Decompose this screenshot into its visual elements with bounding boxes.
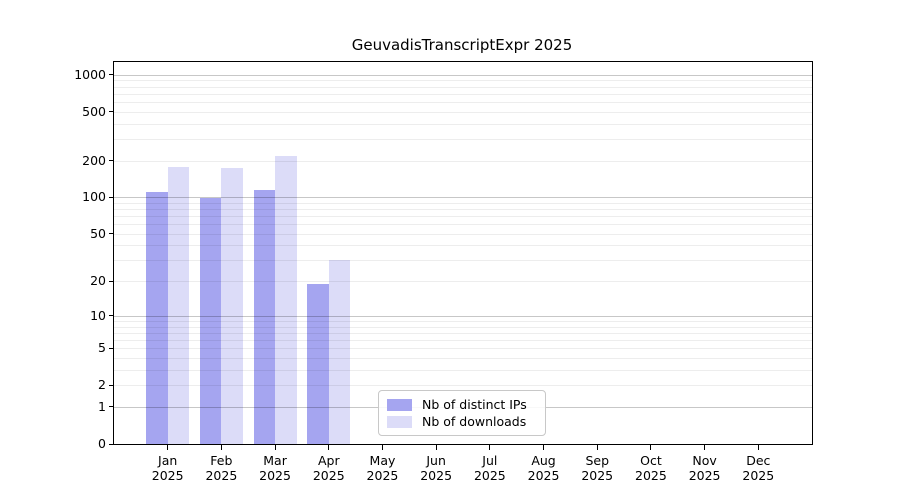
legend-label-distinct-ips: Nb of distinct IPs [422, 397, 527, 412]
x-tick-label-jun: Jun 2025 [420, 453, 453, 483]
gridline-minor-500 [114, 111, 812, 113]
x-tick-apr [328, 445, 330, 450]
x-tick-label-nov: Nov 2025 [688, 453, 721, 483]
y-tick-label-5: 5 [98, 340, 106, 356]
legend-swatch-downloads [387, 415, 412, 428]
x-tick-aug [543, 445, 545, 450]
bar-downloads-mar [275, 155, 297, 444]
gridline-minor-800 [114, 86, 812, 88]
y-tick-label-1000: 1000 [74, 66, 106, 82]
x-tick-dec [757, 445, 759, 450]
bar-distinct-ips-feb [199, 197, 222, 444]
y-tick-label-1: 1 [98, 398, 106, 414]
x-tick-label-apr: Apr 2025 [312, 453, 345, 483]
x-tick-label-jan: Jan 2025 [151, 453, 184, 483]
y-tick-label-200: 200 [82, 152, 106, 168]
legend-item-distinct-ips: Nb of distinct IPs [387, 396, 539, 413]
x-tick-oct [650, 445, 652, 450]
y-tick-label-20: 20 [90, 273, 106, 289]
x-tick-feb [220, 445, 222, 450]
gridline-minor-900 [114, 80, 812, 82]
y-tick-100 [109, 196, 114, 198]
x-tick-mar [274, 445, 276, 450]
y-tick-1000 [109, 74, 114, 76]
gridline-minor-600 [114, 101, 812, 103]
y-tick-20 [109, 280, 114, 282]
gridline-minor-200 [114, 160, 812, 162]
y-tick-0 [109, 443, 114, 445]
x-tick-nov [704, 445, 706, 450]
y-tick-label-100: 100 [82, 189, 106, 205]
y-tick-label-10: 10 [90, 307, 106, 323]
x-tick-sep [596, 445, 598, 450]
gridline-minor-400 [114, 123, 812, 125]
gridline-minor-300 [114, 138, 812, 140]
bar-distinct-ips-jan [146, 191, 168, 444]
x-tick-jun [435, 445, 437, 450]
x-tick-jan [167, 445, 169, 450]
x-tick-label-mar: Mar 2025 [259, 453, 291, 483]
y-tick-1 [109, 406, 114, 408]
y-tick-label-0: 0 [98, 436, 106, 451]
x-tick-label-feb: Feb 2025 [205, 453, 238, 483]
y-tick-50 [109, 233, 114, 235]
legend-swatch-distinct-ips [387, 398, 412, 411]
bar-downloads-feb [221, 168, 243, 444]
x-tick-label-jul: Jul 2025 [473, 453, 506, 483]
y-tick-label-2: 2 [98, 377, 106, 393]
y-tick-label-500: 500 [82, 103, 106, 119]
y-tick-label-50: 50 [90, 225, 106, 241]
plot-area: 0 1 2 5 10 20 50 100 200 500 1000 Jan 2025 Feb 2025 M… [74, 61, 813, 483]
gridline-minor-700 [114, 93, 812, 95]
x-tick-label-oct: Oct 2025 [635, 453, 667, 483]
legend-item-downloads: Nb of downloads [387, 413, 539, 430]
y-tick-5 [109, 347, 114, 349]
bar-distinct-ips-mar [253, 190, 276, 444]
bar-downloads-apr [328, 260, 351, 444]
legend-label-downloads: Nb of downloads [422, 414, 527, 429]
y-tick-10 [109, 315, 114, 317]
y-tick-500 [109, 111, 114, 113]
y-tick-2 [109, 384, 114, 386]
x-tick-label-dec: Dec 2025 [742, 453, 775, 483]
legend: Nb of distinct IPs Nb of downloads [378, 390, 546, 436]
bar-distinct-ips-apr [307, 283, 329, 444]
chart-title: GeuvadisTranscriptExpr 2025 [351, 36, 573, 54]
x-tick-label-aug: Aug 2025 [527, 453, 560, 483]
x-tick-may [381, 445, 383, 450]
y-tick-200 [109, 160, 114, 161]
x-tick-jul [489, 445, 491, 450]
bar-downloads-jan [167, 166, 190, 444]
gridline-major-1000 [114, 74, 812, 76]
x-tick-label-may: May 2025 [366, 453, 399, 483]
x-tick-label-sep: Sep 2025 [581, 453, 614, 483]
